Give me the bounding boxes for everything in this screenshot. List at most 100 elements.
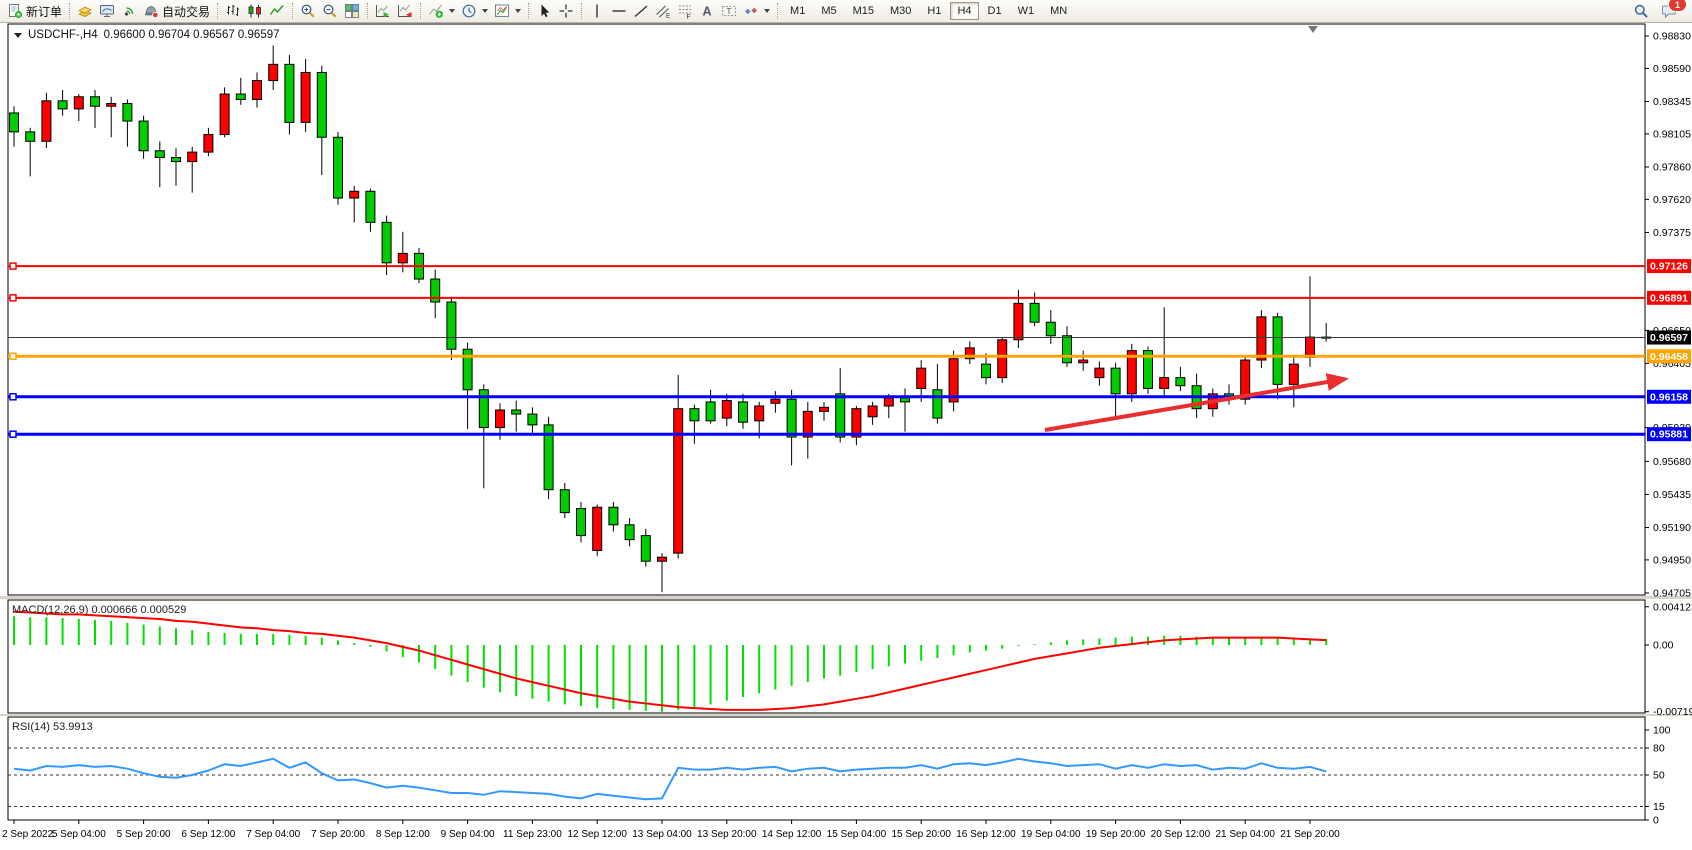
chevron-down-icon[interactable] [515, 9, 522, 13]
macd-main-value: 0.000666 [91, 604, 138, 616]
timeframe-d1[interactable]: D1 [987, 5, 1002, 17]
main-toolbar: 新订单 自动交易 E F A T M1 M5 M15 M30 H1 H4 D1 W1 MN 1 [0, 0, 1692, 23]
candle [1272, 316, 1283, 385]
textA-icon: A [699, 3, 715, 19]
x-axis-label[interactable]: 11 Sep 23:00 [503, 829, 562, 840]
rsi-name: RSI(14) [12, 721, 50, 733]
candle [154, 150, 165, 159]
level-handle[interactable] [9, 352, 17, 361]
tiles-icon [344, 3, 360, 19]
fibonacci-button[interactable]: F [674, 1, 696, 21]
x-axis-label[interactable]: 12 Sep 12:00 [567, 829, 627, 840]
candle [9, 112, 19, 133]
cursor-icon [536, 3, 552, 19]
x-axis-label[interactable]: 13 Sep 20:00 [697, 829, 757, 840]
zoom-in-button[interactable] [297, 1, 319, 21]
level-handle[interactable] [9, 393, 17, 401]
candle [1013, 302, 1024, 341]
zoom-out-button[interactable] [319, 1, 341, 21]
x-axis-label[interactable]: 13 Sep 04:00 [632, 829, 692, 840]
level-handle[interactable] [9, 430, 17, 438]
metaeditor-button[interactable] [74, 1, 96, 21]
x-axis-label[interactable]: 14 Sep 12:00 [762, 829, 822, 840]
x-axis-label[interactable]: 9 Sep 04:00 [441, 829, 495, 840]
x-axis-label[interactable]: 15 Sep 20:00 [891, 829, 951, 840]
notifications-button[interactable]: 1 [1658, 0, 1687, 21]
x-axis-label[interactable]: 16 Sep 12:00 [956, 829, 1016, 840]
rsi-line [13, 757, 1327, 801]
candle [73, 96, 84, 110]
x-axis-label[interactable]: 7 Sep 20:00 [311, 829, 365, 840]
indicators-button[interactable] [425, 1, 458, 21]
horizontal-line-button[interactable] [608, 1, 630, 21]
autotrading-button[interactable]: 自动交易 [140, 1, 213, 21]
timeframe-w1[interactable]: W1 [1017, 5, 1035, 17]
x-axis-label[interactable]: 7 Sep 04:00 [246, 829, 300, 840]
price-badge-label: 0.96891 [1650, 292, 1688, 304]
periods-button[interactable] [458, 1, 491, 21]
text-button[interactable]: A [696, 1, 718, 21]
templates-button[interactable] [491, 1, 524, 21]
timeframe-mn[interactable]: MN [1050, 5, 1068, 17]
symbol-dropdown-icon[interactable] [14, 32, 22, 38]
tile-windows-button[interactable] [341, 1, 363, 21]
label-button[interactable]: T [718, 1, 740, 21]
x-axis-label[interactable]: 5 Sep 20:00 [117, 829, 171, 840]
toolbar-separator [217, 3, 219, 19]
search-button[interactable] [1630, 1, 1652, 21]
x-axis-label[interactable]: 20 Sep 12:00 [1151, 829, 1211, 840]
candle [770, 398, 781, 404]
candle [883, 397, 894, 407]
pane-splitter[interactable] [0, 714, 1692, 716]
candle [1062, 335, 1072, 364]
timeframe-m5[interactable]: M5 [821, 5, 837, 17]
chevron-down-icon[interactable] [764, 9, 771, 13]
level-handle[interactable] [9, 294, 17, 302]
timeframe-m30[interactable]: M30 [890, 5, 912, 17]
chart-shift-button[interactable] [394, 1, 416, 21]
vertical-line-button[interactable] [586, 1, 608, 21]
candle [511, 409, 522, 415]
timeframe-h1[interactable]: H1 [927, 5, 942, 17]
crosshair-button[interactable] [555, 1, 577, 21]
chevron-down-icon[interactable] [482, 9, 489, 13]
x-axis-label[interactable]: 21 Sep 20:00 [1280, 829, 1340, 840]
auto-scroll-button[interactable] [372, 1, 394, 21]
x-axis-label[interactable]: 6 Sep 12:00 [181, 829, 235, 840]
timeframe-m1[interactable]: M1 [790, 5, 806, 17]
timeframe-h4[interactable]: H4 [950, 2, 979, 20]
x-axis-label[interactable]: 19 Sep 20:00 [1086, 829, 1146, 840]
x-axis-label[interactable]: 19 Sep 04:00 [1021, 829, 1081, 840]
price-badge [1647, 259, 1691, 274]
candlestick-chart-button[interactable] [244, 1, 266, 21]
new-order-button[interactable]: 新订单 [4, 1, 65, 21]
rsi-value: 53.9913 [52, 721, 93, 733]
x-axis-label[interactable]: 21 Sep 04:00 [1215, 829, 1275, 840]
chevron-down-icon[interactable] [449, 9, 456, 13]
rsi-axis-label: 0 [1653, 815, 1659, 827]
line-chart-button[interactable] [266, 1, 288, 21]
trend-arrow-annotation[interactable] [1044, 373, 1349, 432]
x-axis-label[interactable]: 15 Sep 04:00 [827, 829, 887, 840]
trendline-button[interactable] [630, 1, 652, 21]
chart-shift-marker[interactable] [1308, 26, 1318, 33]
chart-symbol-period: USDCHF-,H4 [28, 29, 98, 41]
timeframe-m15[interactable]: M15 [852, 5, 874, 17]
indicator-icon [428, 3, 444, 19]
x-axis-label[interactable]: 2 Sep 2022 [2, 829, 54, 840]
channel-button[interactable]: E [652, 1, 674, 21]
y-axis-label: 0.95680 [1653, 456, 1691, 468]
x-axis-label[interactable]: 8 Sep 12:00 [376, 829, 430, 840]
autotrading-icon [143, 3, 159, 19]
rsi-axis-label: 50 [1653, 770, 1665, 782]
arrows-button[interactable] [740, 1, 773, 21]
x-axis-label[interactable]: 5 Sep 04:00 [52, 829, 106, 840]
candle [252, 80, 262, 100]
signals-button[interactable] [118, 1, 140, 21]
pane-splitter[interactable] [0, 596, 1692, 599]
chartshift-icon [397, 3, 413, 19]
bar-chart-button[interactable] [222, 1, 244, 21]
cursor-button[interactable] [533, 1, 555, 21]
charts-window-button[interactable] [96, 1, 118, 21]
level-handle[interactable] [9, 262, 17, 270]
